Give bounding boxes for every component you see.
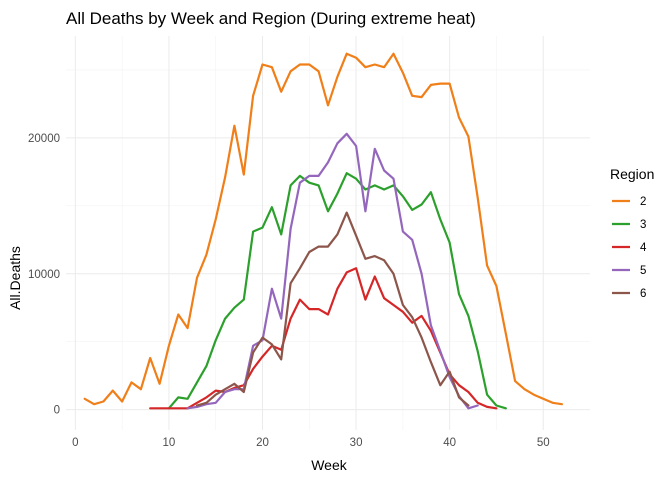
y-axis-title: All.Deaths [7,246,23,310]
legend-label-region-4: 4 [640,242,647,254]
legend-label-region-3: 3 [640,219,646,231]
axis-ticks: 0 10 20 30 40 50 0 10000 20000 [28,133,550,449]
chart-title: All Deaths by Week and Region (During ex… [66,9,476,28]
series-line-region-2 [83,52,564,406]
series-line-region-6 [195,211,470,407]
legend-title: Region [610,166,654,182]
series-lines [83,52,564,410]
legend-label-region-6: 6 [640,288,646,300]
legend-label-region-5: 5 [640,265,646,277]
x-axis-title: Week [311,457,348,473]
series-line-region-5 [186,132,479,410]
x-tick-label: 50 [537,437,550,449]
y-tick-label: 20000 [28,133,60,145]
grid [66,36,590,430]
legend-label-region-2: 2 [640,196,646,208]
series-line-region-4 [149,267,498,410]
legend: Region 2 3 4 5 6 [610,166,654,300]
x-tick-label: 20 [256,437,269,449]
legend-items: 2 3 4 5 6 [612,196,647,300]
x-tick-label: 40 [443,437,456,449]
x-tick-label: 0 [72,437,78,449]
x-tick-label: 10 [163,437,176,449]
x-tick-label: 30 [350,437,363,449]
y-tick-label: 10000 [28,269,60,281]
y-tick-label: 0 [54,405,60,417]
series-line-region-3 [167,172,507,410]
